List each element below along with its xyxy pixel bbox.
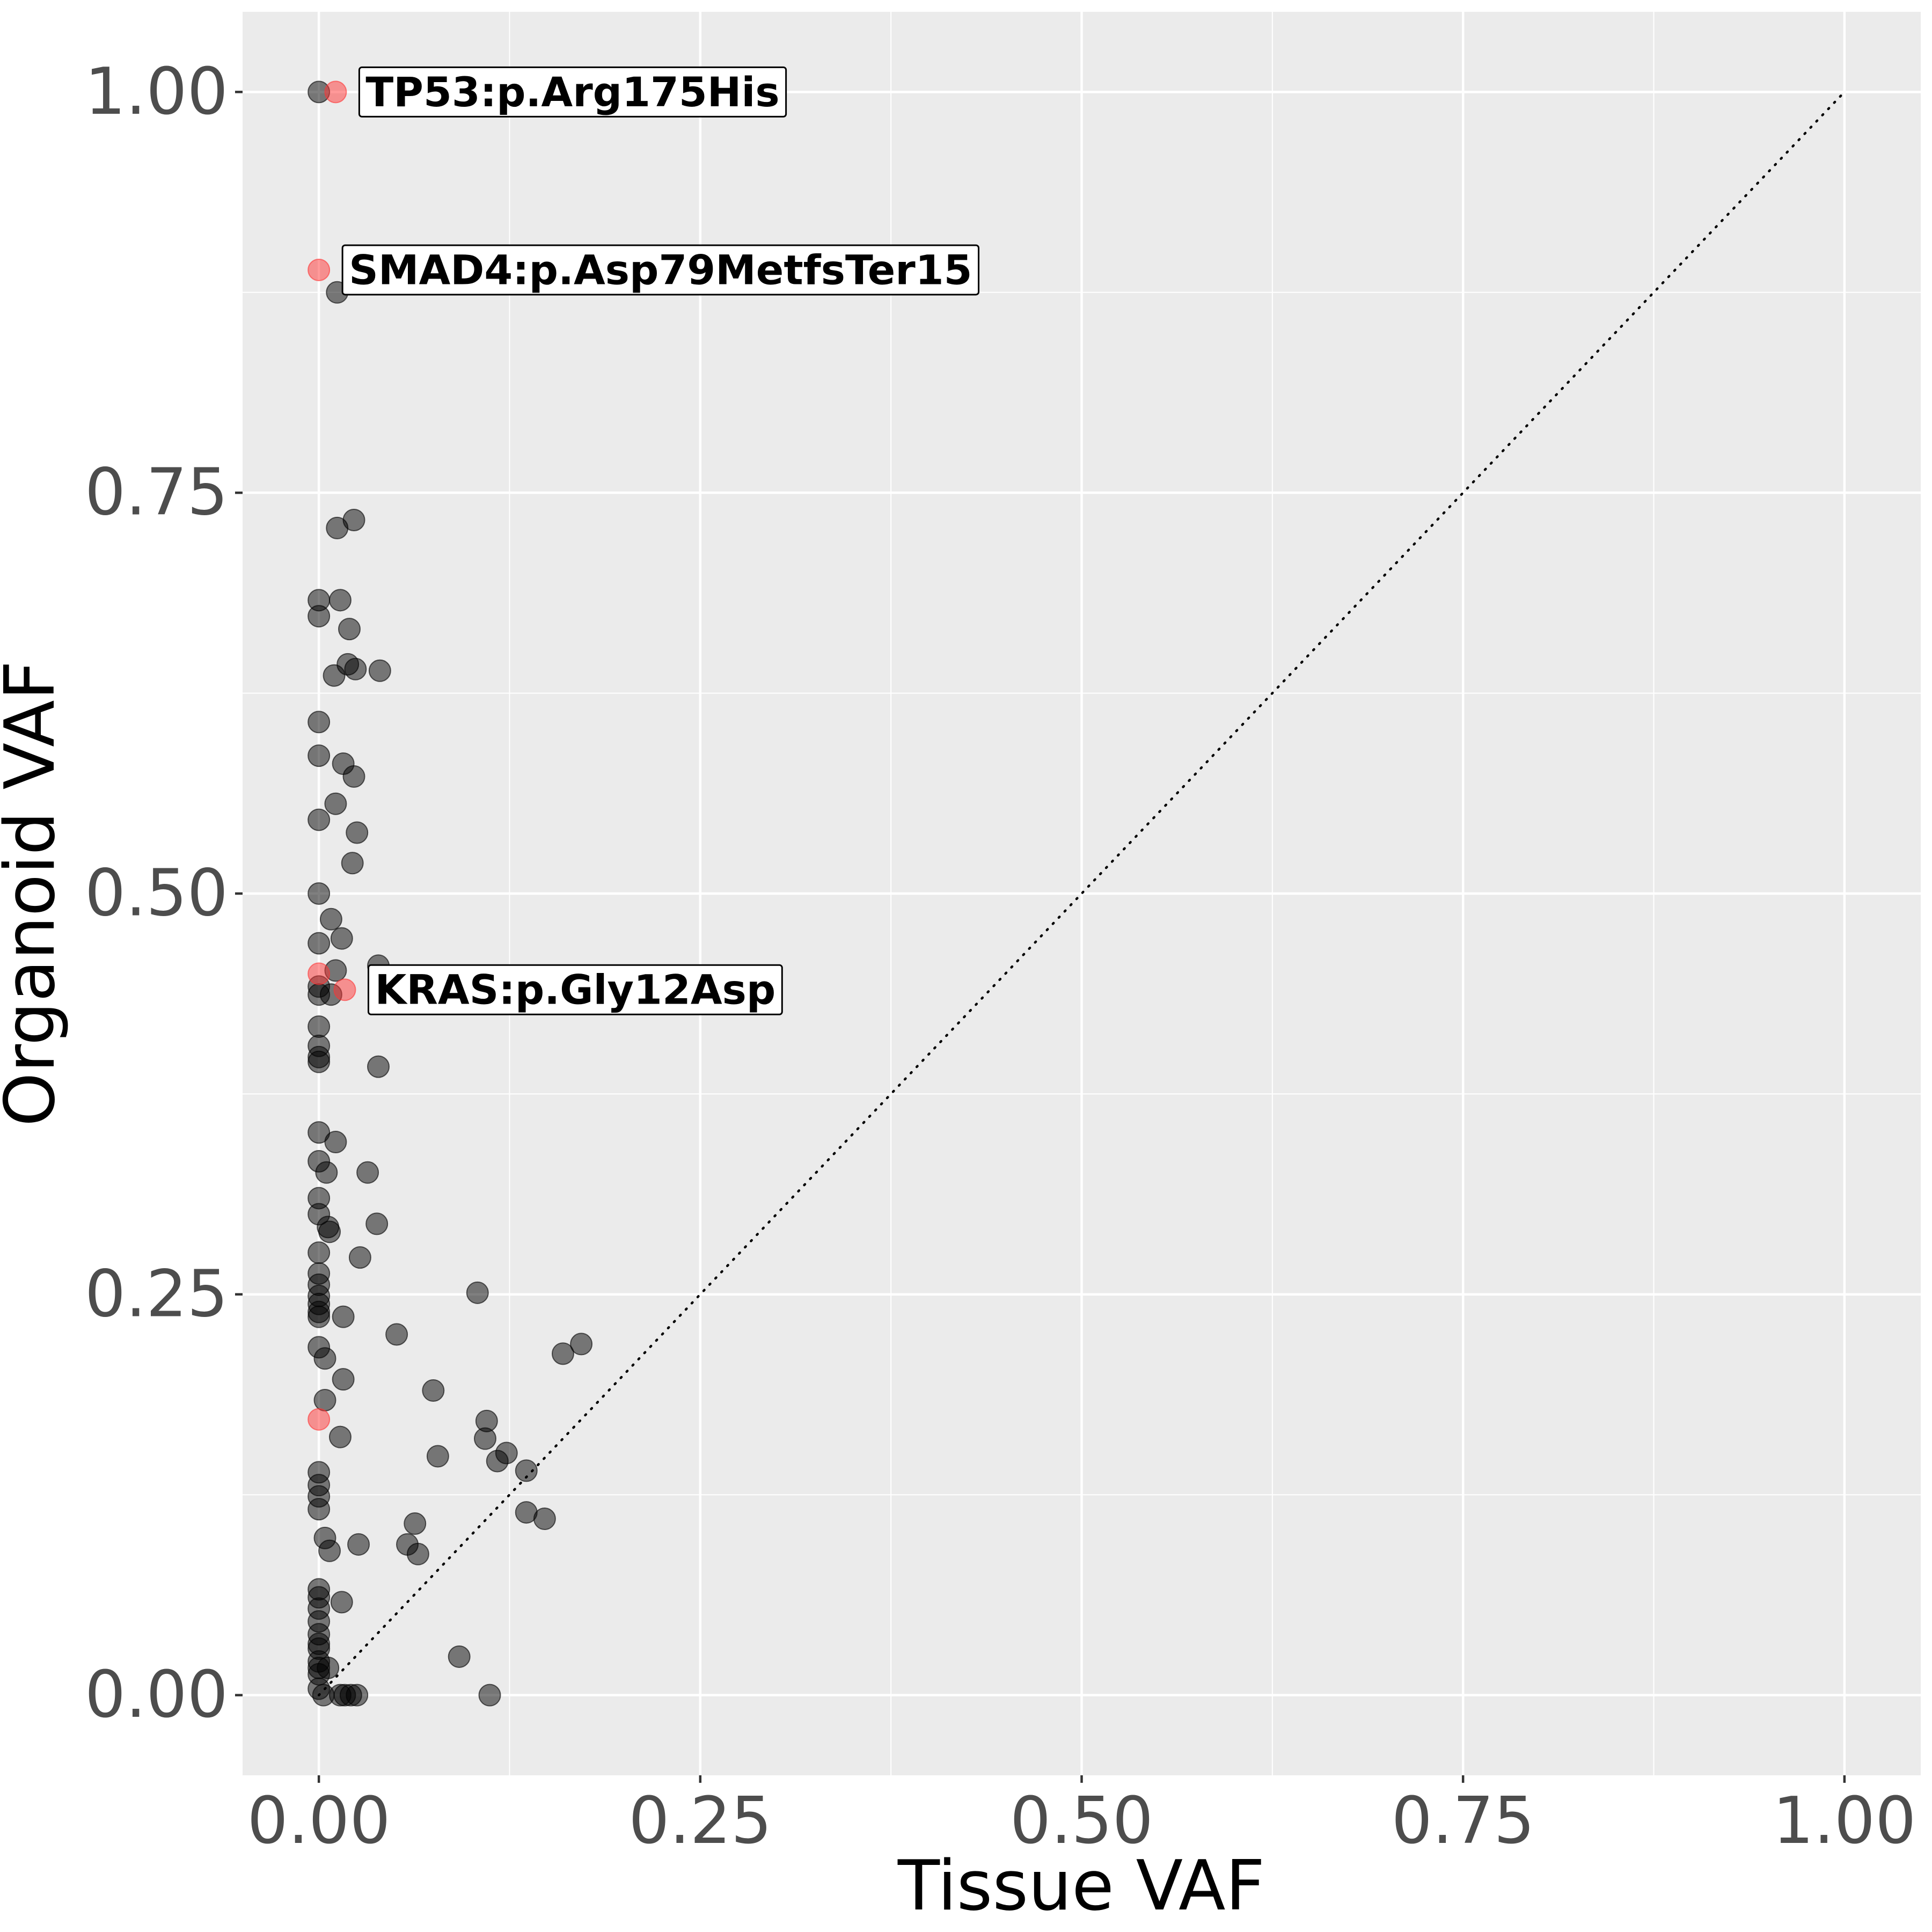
data-point [308,808,331,831]
data-point [308,882,331,905]
data-point [308,1498,331,1521]
data-point [426,1445,449,1468]
x-tick-label: 0.00 [247,1784,391,1858]
data-point [332,1305,355,1328]
data-point [570,1333,593,1356]
data-point [332,1368,355,1391]
highlighted-data-point [333,978,356,1001]
data-point [328,589,352,612]
variant-annotations: TP53:p.Arg175His SMAD4:p.Asp79MetfsTer15 K… [341,66,980,1015]
x-axis-title: Tissue VAF [897,1846,1265,1926]
data-point [367,1055,390,1078]
data-point [323,664,346,687]
data-point [466,1281,489,1304]
x-tick-label: 0.75 [1392,1784,1535,1858]
data-point [406,1542,429,1565]
y-tick-label: 0.25 [85,1257,228,1331]
data-point [385,1323,408,1346]
y-axis-title: Organoid VAF [0,661,70,1126]
data-point [330,1591,353,1614]
data-point [324,1131,347,1154]
data-point [342,765,365,788]
data-point [308,744,331,767]
y-tick-label: 1.00 [85,55,228,129]
annotation-text: SMAD4:p.Asp79MetfsTer15 [349,246,972,294]
data-point [338,618,361,641]
x-tick-label: 0.25 [628,1784,772,1858]
y-tick-label: 0.50 [85,857,228,931]
annotation-text: KRAS:p.Gly12Asp [375,966,775,1014]
data-point [313,1388,336,1411]
data-point [365,1212,389,1235]
data-point [313,1347,336,1370]
highlighted-data-point [308,258,331,281]
annotation-label: SMAD4:p.Asp79MetfsTer15 [341,244,980,296]
data-points [308,80,593,1707]
data-point [347,1533,370,1556]
x-axis: 0.00 0.25 0.50 0.75 1.00 [247,1775,1916,1858]
data-point [315,1161,338,1184]
data-point [533,1507,556,1531]
highlighted-data-point [308,1408,331,1431]
data-point [448,1645,471,1668]
x-tick-label: 0.50 [1010,1784,1153,1858]
data-point [318,1220,341,1243]
highlighted-data-point [324,80,347,104]
annotation-box [358,66,787,118]
data-point [308,711,331,734]
data-point [348,1246,371,1269]
annotation-box [367,964,783,1015]
annotation-label: KRAS:p.Gly12Asp [367,964,783,1015]
data-point [515,1459,538,1482]
data-point [404,1512,427,1535]
data-point [341,852,364,875]
y-axis: 0.00 0.25 0.50 0.75 1.00 [85,55,243,1732]
data-point [422,1379,445,1402]
data-point [308,1241,331,1264]
data-point [318,1539,341,1562]
identity-reference-line [317,91,1846,1696]
data-point [342,508,365,531]
data-point [324,792,347,815]
data-point [308,1015,331,1038]
data-point [368,659,391,682]
data-point [486,1450,509,1473]
x-tick-label: 1.00 [1773,1784,1916,1858]
y-tick-label: 0.00 [85,1658,228,1732]
data-point [344,657,367,680]
data-point [308,605,331,628]
data-point [346,821,369,844]
data-point [330,927,353,950]
data-point [319,908,342,931]
data-point [473,1427,496,1450]
data-point [308,932,331,955]
data-point [308,1121,331,1144]
annotation-box [341,244,980,296]
data-point [356,1161,379,1184]
data-point [346,1684,369,1707]
annotation-label: TP53:p.Arg175His [358,66,787,118]
data-point [308,1050,331,1073]
annotation-text: TP53:p.Arg175His [365,68,779,116]
data-point [328,1425,352,1448]
data-point [478,1684,501,1707]
highlighted-data-point [308,962,331,985]
data-point [551,1342,574,1365]
y-tick-label: 0.75 [85,456,228,530]
data-point [308,1305,331,1328]
